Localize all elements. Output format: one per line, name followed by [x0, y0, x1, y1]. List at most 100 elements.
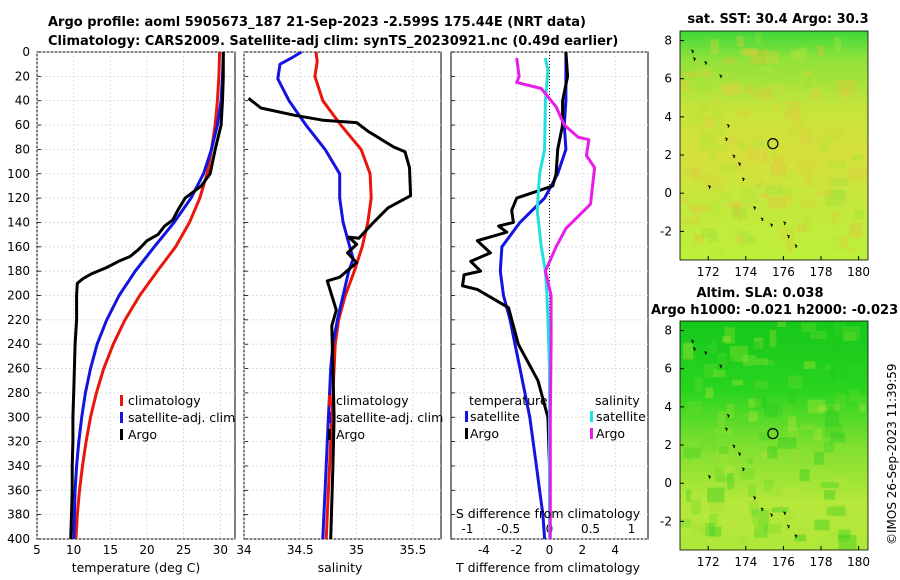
- coastline: [738, 162, 742, 166]
- map-cell: [791, 449, 800, 464]
- map-cell: [838, 535, 857, 550]
- map-cell: [696, 76, 712, 93]
- map-cell: [696, 173, 715, 179]
- map-cell: [680, 518, 692, 528]
- salinity-legend: climatology satellite-adj. clim Argo: [328, 393, 443, 442]
- map-cell: [799, 128, 812, 145]
- map-cell: [827, 531, 838, 537]
- depth-tick-labels: 0 20 40 60 80 100 120 140 160 180 200 220 240 260 280 3…: [7, 45, 30, 546]
- coastline: [732, 444, 736, 449]
- map-cell: [707, 487, 725, 503]
- map-cell: [817, 45, 824, 57]
- map-cell: [825, 423, 843, 438]
- coastline: [786, 524, 790, 529]
- coastline: [704, 350, 708, 355]
- map-cell: [711, 144, 730, 152]
- map-cell: [843, 331, 856, 342]
- depth-tick-label: 320: [7, 435, 30, 449]
- map-cell: [747, 459, 753, 465]
- map-cell: [726, 201, 743, 209]
- map-cell: [700, 84, 713, 96]
- coastline: [794, 534, 798, 539]
- depth-tick-label: 40: [15, 94, 30, 108]
- map-cell: [768, 487, 783, 497]
- map-cell: [825, 412, 839, 427]
- coastline: [783, 511, 787, 516]
- map-y-tick-label: 4: [664, 110, 672, 124]
- map-cell: [717, 475, 733, 483]
- map-cell: [701, 115, 715, 128]
- map-cell: [680, 80, 690, 93]
- map-cell: [817, 189, 832, 197]
- map-cell: [748, 72, 761, 78]
- legend-label-satellite: satellite-adj. clim: [336, 410, 443, 425]
- coastline: [760, 507, 764, 512]
- map-cell: [750, 498, 758, 507]
- map-cell: [753, 340, 767, 350]
- map-cell: [699, 527, 716, 539]
- map-cell: [709, 513, 718, 527]
- map-cell: [764, 184, 783, 195]
- map-cell: [754, 380, 769, 389]
- depth-tick-label: 280: [7, 386, 30, 400]
- map-cell: [703, 79, 720, 93]
- map-cell: [723, 444, 734, 459]
- coastline: [707, 185, 712, 189]
- legend-swatch-argo: [328, 429, 331, 440]
- x-tick-label: 10: [66, 543, 81, 557]
- coastline: [726, 123, 730, 128]
- depth-tick-label: 400: [7, 532, 30, 546]
- temperature-legend: climatology satellite-adj. clim Argo: [120, 393, 235, 442]
- map-cell: [758, 178, 765, 188]
- map-cell: [732, 205, 743, 214]
- map-cell: [722, 520, 735, 531]
- map-cell: [739, 186, 756, 195]
- map-cell: [802, 70, 813, 77]
- coastline: [692, 347, 696, 351]
- map-cell: [704, 523, 715, 536]
- map-cell: [835, 509, 848, 517]
- map-cell: [826, 404, 841, 411]
- map-cell: [764, 403, 779, 418]
- map-cell: [818, 138, 830, 153]
- coastline: [786, 234, 790, 239]
- map-cell: [729, 140, 742, 146]
- legend-label-satellite: satellite-adj. clim: [128, 410, 235, 425]
- coastline: [794, 244, 798, 249]
- map-cell: [777, 227, 795, 242]
- x-tick-label: -4: [478, 543, 490, 557]
- coastline: [741, 467, 745, 472]
- map-cell: [823, 490, 836, 500]
- map-cell: [704, 363, 718, 378]
- map-cell: [849, 389, 859, 402]
- s-tick-label: 0.5: [581, 522, 600, 536]
- map-cell: [854, 210, 864, 220]
- map-cell: [740, 190, 759, 204]
- coastline: [741, 177, 745, 182]
- map-cell: [754, 140, 773, 150]
- map-cell: [785, 101, 801, 119]
- series-line-salinity-argo: [515, 57, 597, 539]
- map-cell: [680, 166, 693, 177]
- map-cell: [835, 476, 847, 485]
- depth-tick-label: 20: [15, 69, 30, 83]
- title-line-2: Climatology: CARS2009. Satellite-adj cli…: [48, 34, 618, 49]
- map-cell: [779, 188, 792, 195]
- legend-swatch-temp-satellite: [465, 411, 468, 422]
- legend-label-climatology: climatology: [128, 393, 201, 408]
- map-cell: [710, 338, 717, 354]
- map-cell: [763, 480, 775, 487]
- x-tick-label: 5: [33, 543, 41, 557]
- map-cell: [717, 410, 726, 428]
- map-cell: [718, 353, 727, 367]
- coastline: [738, 452, 742, 456]
- map-cell: [807, 399, 826, 414]
- map-cell: [711, 345, 731, 359]
- map-cell: [797, 222, 808, 233]
- map-cell: [788, 416, 797, 431]
- map-cell: [748, 411, 758, 422]
- map-cell: [709, 248, 724, 257]
- map-cell: [778, 488, 798, 496]
- map-cell: [763, 150, 769, 164]
- map-cell: [801, 322, 817, 332]
